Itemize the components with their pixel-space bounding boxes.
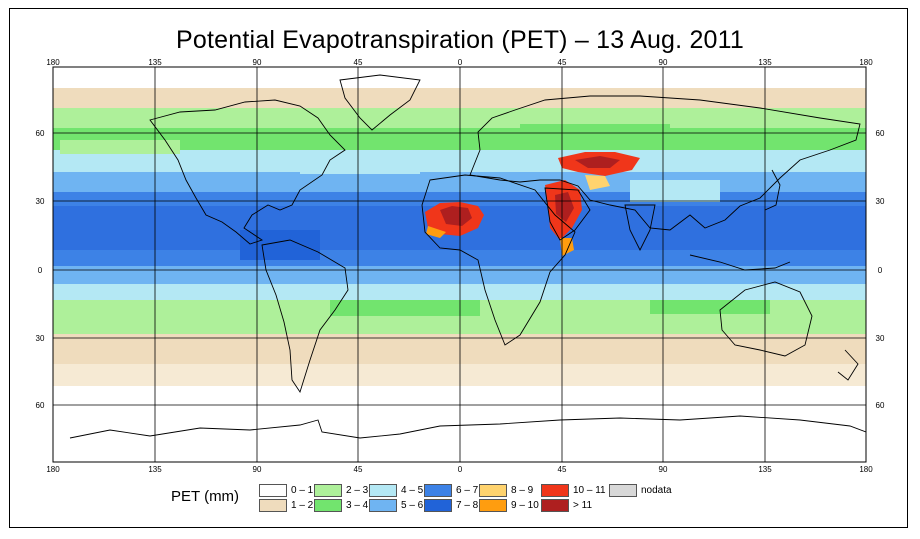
hotspot-arabia-core: [555, 192, 574, 222]
lon-tick-top: 90: [659, 58, 668, 67]
hotspot-sahara-core: [440, 206, 472, 226]
outline-eurasia: [469, 95, 861, 231]
legend-swatch: [479, 499, 507, 512]
lon-tick-top: 0: [458, 58, 463, 67]
legend-swatch: [424, 484, 452, 497]
hotspot-iran: [585, 175, 610, 190]
outline-arabia: [544, 187, 591, 241]
lon-tick-bottom: 45: [354, 465, 363, 474]
legend-swatch: [259, 499, 287, 512]
outline-india: [624, 204, 656, 252]
hotspot-sahel: [426, 226, 446, 238]
lat-ticks-right: 60 30 0 30 60: [876, 129, 885, 410]
outline-north-america: [149, 99, 346, 245]
lon-tick-bottom: 135: [148, 465, 162, 474]
lon-tick-bottom: 45: [558, 465, 567, 474]
lon-tick-bottom: 180: [859, 465, 873, 474]
lat-ticks-left: 60 30 0 30 60: [36, 129, 45, 410]
hotspot-central-asia-core: [575, 156, 620, 168]
legend-label: 2 – 3: [346, 485, 369, 496]
band-south-tan-edge: [53, 364, 866, 386]
lon-tick-bottom: 90: [253, 465, 262, 474]
outline-greenland: [339, 74, 421, 131]
legend-label: 7 – 8: [456, 500, 479, 511]
outline-africa: [421, 174, 576, 346]
lon-tick-top: 135: [148, 58, 162, 67]
lat-tick-left: 30: [36, 197, 45, 206]
lon-tick-bottom: 135: [758, 465, 772, 474]
map-border: [52, 66, 867, 463]
legend-label: 4 – 5: [401, 485, 424, 496]
patch-npac: [60, 140, 180, 154]
lon-tick-top: 180: [46, 58, 60, 67]
map-title: Potential Evapotranspiration (PET) – 13 …: [175, 26, 744, 54]
legend-swatch: [369, 499, 397, 512]
legend-swatch: [314, 484, 342, 497]
legend-swatch: [541, 499, 569, 512]
lon-tick-top: 90: [253, 58, 262, 67]
lat-tick-right: 60: [876, 129, 885, 138]
graticule: [53, 67, 866, 462]
legend-label: > 11: [573, 500, 592, 511]
lon-tick-top: 180: [859, 58, 873, 67]
legend-title: PET (mm): [171, 488, 240, 505]
legend-swatch: [479, 484, 507, 497]
legend-swatch: [259, 484, 287, 497]
lat-tick-left: 60: [36, 401, 45, 410]
legend-label: 8 – 9: [511, 485, 534, 496]
lon-tick-top: 45: [558, 58, 567, 67]
legend-label: nodata: [641, 485, 672, 496]
legend-label: 10 – 11: [573, 485, 606, 496]
lon-tick-bottom: 90: [659, 465, 668, 474]
legend-label: 9 – 10: [511, 500, 539, 511]
lon-tick-bottom: 0: [458, 465, 463, 474]
patch-natl: [300, 160, 420, 174]
legend-label: 6 – 7: [456, 485, 479, 496]
lat-tick-right: 60: [876, 401, 885, 410]
lon-tick-top: 45: [354, 58, 363, 67]
legend-label: 1 – 2: [291, 500, 314, 511]
legend-swatch: [314, 499, 342, 512]
outline-new-zealand: [837, 349, 859, 381]
lon-tick-bottom: 180: [46, 465, 60, 474]
legend-swatch: [369, 484, 397, 497]
outline-antarctica: [69, 415, 866, 439]
lat-tick-right: 30: [876, 197, 885, 206]
lat-tick-left: 0: [38, 266, 43, 275]
legend-label: 0 – 1: [291, 485, 314, 496]
lon-ticks-top: 180 135 90 45 0 45 90 135 180: [46, 58, 873, 67]
outline-japan: [764, 169, 781, 211]
legend-swatch: [424, 499, 452, 512]
lat-tick-right: 30: [876, 334, 885, 343]
lon-ticks-bottom: 180 135 90 45 0 45 90 135 180: [46, 465, 873, 474]
lat-tick-left: 30: [36, 334, 45, 343]
legend-label: 5 – 6: [401, 500, 424, 511]
patch-caribbean: [240, 230, 320, 260]
legend-swatch: [541, 484, 569, 497]
lon-tick-top: 135: [758, 58, 772, 67]
pet-field: [53, 67, 866, 462]
legend-swatch: [609, 484, 637, 497]
patch-satl: [330, 300, 480, 316]
lat-tick-right: 0: [878, 266, 883, 275]
outline-south-america: [261, 239, 349, 394]
patch-sind: [650, 300, 770, 314]
lat-tick-left: 60: [36, 129, 45, 138]
legend-label: 3 – 4: [346, 500, 369, 511]
band-south-tan: [53, 334, 866, 368]
patch-china: [630, 180, 720, 202]
